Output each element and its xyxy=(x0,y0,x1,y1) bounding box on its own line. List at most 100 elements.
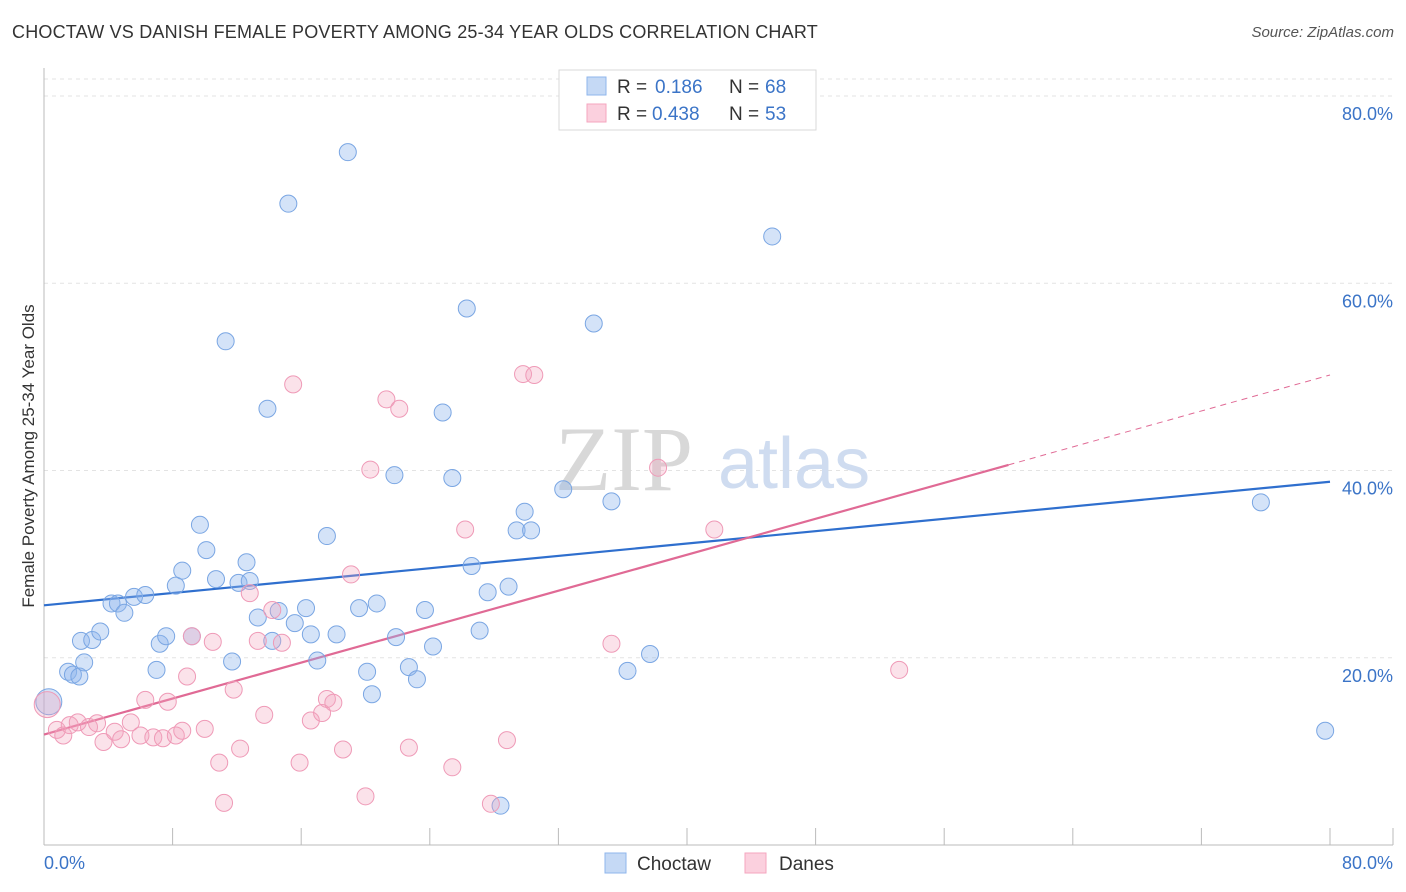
bottom-legend-swatch-danes xyxy=(744,852,767,874)
choctaw-point xyxy=(443,468,462,487)
danes-point xyxy=(356,787,375,806)
choctaw-point xyxy=(35,688,63,716)
danes-point xyxy=(210,753,229,772)
danes-point xyxy=(231,739,250,758)
danes-point xyxy=(178,667,197,686)
danes-point xyxy=(497,731,516,750)
danes-point xyxy=(255,705,274,724)
danes-point xyxy=(240,584,259,603)
choctaw-point xyxy=(478,583,497,602)
danes-point xyxy=(54,726,73,745)
choctaw-point xyxy=(470,621,489,640)
danes-point xyxy=(182,627,201,646)
choctaw-point xyxy=(150,634,169,653)
data-points xyxy=(33,143,1335,815)
choctaw-point xyxy=(602,492,621,511)
choctaw-point xyxy=(197,541,216,560)
danes-point xyxy=(377,390,396,409)
choctaw-point xyxy=(327,625,346,644)
legend-r-value-1: 0.186 xyxy=(655,77,703,98)
danes-point xyxy=(342,565,361,584)
choctaw-point xyxy=(584,314,603,333)
danes-point xyxy=(195,719,214,738)
choctaw-point xyxy=(515,502,534,521)
danes-point xyxy=(649,458,668,477)
bottom-legend-label-danes: Danes xyxy=(779,854,834,875)
legend-swatch-choctaw xyxy=(586,76,607,96)
correlation-legend: R = 0.186 N = 68 R = 0.438 N = 53 xyxy=(558,69,817,131)
legend-r-label-1: R = xyxy=(617,77,647,98)
trend-lines xyxy=(43,374,1331,736)
danes-point xyxy=(144,728,163,747)
watermark: ZIP atlas xyxy=(555,408,870,510)
danes-point xyxy=(248,631,267,650)
choctaw-point xyxy=(618,661,637,680)
choctaw-point xyxy=(350,599,369,618)
choctaw-point xyxy=(102,594,121,613)
choctaw-point xyxy=(91,622,110,641)
series-danes xyxy=(33,365,909,813)
choctaw-point xyxy=(362,685,381,704)
choctaw-point xyxy=(248,608,267,627)
choctaw-point xyxy=(1251,493,1270,512)
danes-point xyxy=(166,726,185,745)
legend-n-value-1: 68 xyxy=(765,77,786,98)
danes-point xyxy=(333,740,352,759)
choctaw-point xyxy=(229,573,248,592)
choctaw-point xyxy=(166,576,185,595)
bottom-legend-swatch-choctaw xyxy=(604,852,627,874)
danes-point xyxy=(443,758,462,777)
choctaw-point xyxy=(338,143,357,162)
choctaw-point xyxy=(70,667,89,686)
danes-point xyxy=(112,730,131,749)
choctaw-point xyxy=(223,652,242,671)
y-tick-label-40: 40.0% xyxy=(1342,479,1393,499)
choctaw-point xyxy=(63,665,82,684)
danes-point xyxy=(94,733,113,752)
danes-point xyxy=(456,520,475,539)
choctaw-point xyxy=(462,556,481,575)
x-tick-label-min: 0.0% xyxy=(44,853,85,873)
choctaw-point xyxy=(147,660,166,679)
choctaw-point xyxy=(125,587,144,606)
y-tick-label-60: 60.0% xyxy=(1342,291,1393,311)
danes-point xyxy=(602,634,621,653)
choctaw-point xyxy=(407,670,426,689)
choctaw-point xyxy=(108,594,127,613)
trend-line-danes xyxy=(43,463,1009,736)
x-tick-labels: 0.0% 80.0% xyxy=(44,853,1393,873)
watermark-atlas-text: atlas xyxy=(718,424,870,504)
choctaw-point xyxy=(59,662,78,681)
danes-point xyxy=(136,690,155,709)
choctaw-point xyxy=(763,227,782,246)
series-legend: Choctaw Danes xyxy=(604,852,834,875)
choctaw-point xyxy=(415,601,434,620)
y-tick-label-80: 80.0% xyxy=(1342,104,1393,124)
danes-point xyxy=(173,721,192,740)
choctaw-point xyxy=(216,332,235,351)
choctaw-point xyxy=(157,627,176,646)
choctaw-point xyxy=(457,299,476,318)
danes-point xyxy=(272,633,291,652)
choctaw-point xyxy=(285,614,304,633)
y-axis-title: Female Poverty Among 25-34 Year Olds xyxy=(19,304,38,607)
danes-point xyxy=(215,793,234,812)
legend-n-value-2: 53 xyxy=(765,104,786,125)
chart-title: CHOCTAW VS DANISH FEMALE POVERTY AMONG 2… xyxy=(12,22,818,42)
legend-swatch-danes xyxy=(586,103,607,123)
choctaw-point xyxy=(499,577,518,596)
legend-n-label-2: N = xyxy=(729,104,759,125)
choctaw-point xyxy=(317,527,336,546)
choctaw-point xyxy=(237,553,256,572)
y-tick-label-20: 20.0% xyxy=(1342,666,1393,686)
choctaw-point xyxy=(554,480,573,499)
danes-point xyxy=(390,399,409,418)
y-tick-labels: 20.0% 40.0% 60.0% 80.0% xyxy=(1342,104,1393,686)
choctaw-point xyxy=(367,594,386,613)
choctaw-point xyxy=(269,601,288,620)
choctaw-point xyxy=(115,603,134,622)
danes-point xyxy=(224,680,243,699)
choctaw-point xyxy=(385,466,404,485)
choctaw-point xyxy=(358,662,377,681)
